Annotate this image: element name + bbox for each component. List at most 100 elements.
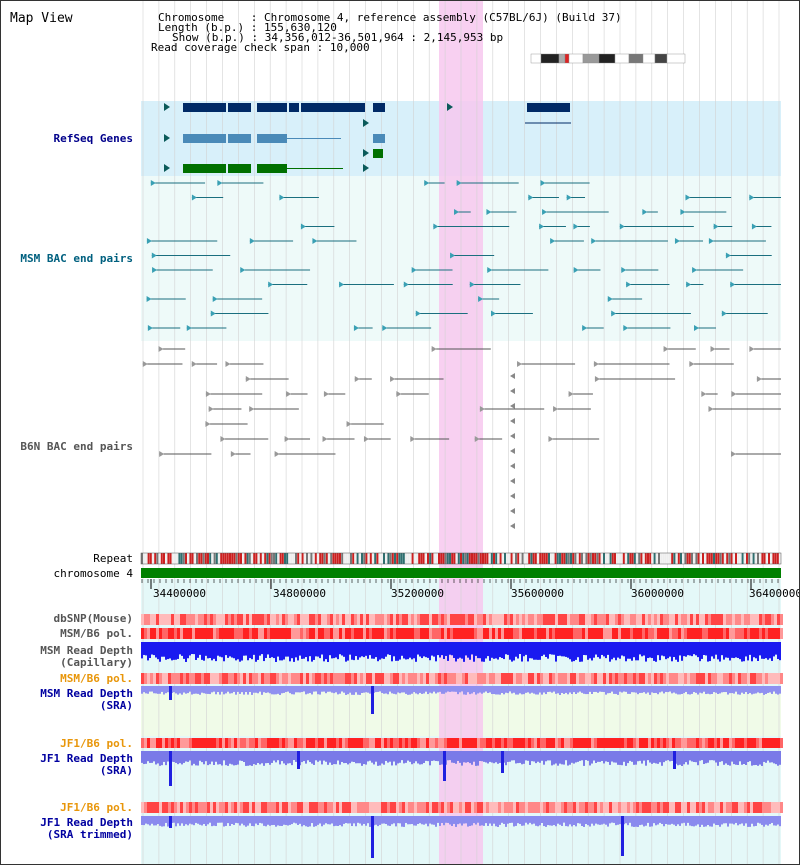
- heat-cell: [696, 802, 699, 813]
- repeat-block: [730, 553, 733, 564]
- bac-end-marker: [191, 361, 197, 367]
- depth-bar: [251, 686, 253, 695]
- heat-cell: [246, 614, 249, 625]
- repeat-block: [288, 553, 291, 564]
- ideogram-band: [558, 53, 566, 64]
- track-label-msm-depth-cap-1[interactable]: MSM Read Depth: [40, 644, 133, 657]
- heat-cell: [438, 802, 441, 813]
- repeat-block: [165, 553, 168, 564]
- heat-cell: [150, 614, 153, 625]
- heat-cell: [627, 802, 630, 813]
- heat-cell: [408, 628, 411, 639]
- heat-cell: [351, 738, 354, 748]
- depth-bar: [611, 642, 613, 660]
- depth-bar: [345, 686, 347, 695]
- track-label-jf1-b6-pol-2[interactable]: JF1/B6 pol.: [60, 801, 133, 814]
- heat-cell: [399, 802, 402, 813]
- heat-cell: [420, 628, 423, 639]
- heat-cell: [762, 673, 765, 684]
- heat-cell: [732, 673, 735, 684]
- depth-bar: [455, 751, 457, 764]
- depth-bar: [655, 642, 657, 662]
- depth-bar: [501, 642, 503, 658]
- depth-bar: [607, 816, 609, 827]
- heat-cell: [630, 802, 633, 813]
- depth-bar: [435, 816, 437, 827]
- depth-bar: [565, 686, 567, 693]
- track-label-jf1-b6-pol-1[interactable]: JF1/B6 pol.: [60, 737, 133, 750]
- heat-cell: [513, 802, 516, 813]
- repeat-block: [669, 553, 671, 564]
- heat-cell: [633, 802, 636, 813]
- depth-bar: [233, 816, 235, 825]
- track-label-msm-bac[interactable]: MSM BAC end pairs: [20, 252, 133, 265]
- track-label-refseq[interactable]: RefSeq Genes: [53, 132, 133, 145]
- heat-cell: [606, 628, 609, 639]
- heat-cell: [270, 614, 273, 625]
- depth-bar: [361, 642, 363, 657]
- heat-cell: [618, 802, 621, 813]
- depth-bar: [505, 686, 507, 693]
- heat-cell: [162, 628, 165, 639]
- heat-cell: [711, 614, 714, 625]
- heat-cell: [303, 628, 306, 639]
- heat-cell: [309, 614, 312, 625]
- heat-cell: [417, 738, 420, 748]
- heat-cell: [684, 673, 687, 684]
- depth-bar: [471, 751, 473, 765]
- repeat-block: [233, 553, 236, 564]
- depth-bar: [383, 816, 385, 824]
- depth-bar: [551, 816, 553, 826]
- track-label-b6n-bac[interactable]: B6N BAC end pairs: [20, 440, 133, 453]
- depth-bar: [287, 642, 289, 657]
- track-label-msm-depth-sra-1[interactable]: MSM Read Depth: [40, 687, 133, 700]
- heat-cell: [759, 802, 762, 813]
- depth-bar: [285, 686, 287, 692]
- heat-cell: [645, 614, 648, 625]
- depth-bar: [693, 751, 695, 762]
- depth-bar: [193, 686, 195, 694]
- depth-bar: [175, 751, 177, 763]
- heat-cell: [558, 614, 561, 625]
- heat-cell: [285, 614, 288, 625]
- depth-bar: [529, 686, 531, 694]
- depth-bar: [439, 686, 441, 692]
- depth-bar: [245, 686, 247, 693]
- heat-cell: [291, 673, 294, 684]
- repeat-block: [231, 553, 234, 564]
- repeat-block: [671, 553, 674, 564]
- heat-cell: [411, 614, 414, 625]
- depth-bar: [571, 751, 573, 763]
- heat-cell: [360, 738, 363, 748]
- heat-cell: [375, 802, 378, 813]
- heat-cell: [225, 614, 228, 625]
- depth-bar: [533, 751, 535, 762]
- repeat-block: [649, 553, 652, 564]
- repeat-block: [178, 553, 181, 564]
- depth-bar: [525, 816, 527, 823]
- depth-bar: [489, 816, 491, 824]
- depth-bar: [239, 642, 241, 662]
- depth-bar: [263, 751, 265, 766]
- heat-cell: [561, 628, 564, 639]
- depth-bar: [415, 642, 417, 662]
- heat-cell: [312, 673, 315, 684]
- depth-bar: [443, 816, 445, 826]
- heat-cell: [771, 614, 774, 625]
- track-label-jf1-depth-trim-1[interactable]: JF1 Read Depth: [40, 816, 133, 829]
- depth-bar: [427, 686, 429, 695]
- heat-cell: [231, 614, 234, 625]
- repeat-block: [495, 553, 498, 564]
- heat-cell: [363, 614, 366, 625]
- depth-bar: [621, 686, 623, 693]
- track-label-msm-b6-pol-1[interactable]: MSM/B6 pol.: [60, 627, 133, 640]
- depth-spike: [621, 816, 624, 856]
- track-label-dbsnp[interactable]: dbSNP(Mouse): [53, 612, 133, 625]
- track-label-msm-b6-pol-2[interactable]: MSM/B6 pol.: [60, 672, 133, 685]
- heat-cell: [381, 614, 384, 625]
- depth-bar: [629, 816, 631, 823]
- depth-bar: [367, 686, 369, 693]
- track-label-jf1-depth-sra-1[interactable]: JF1 Read Depth: [40, 752, 133, 765]
- depth-spike: [443, 751, 446, 781]
- depth-bar: [219, 816, 221, 823]
